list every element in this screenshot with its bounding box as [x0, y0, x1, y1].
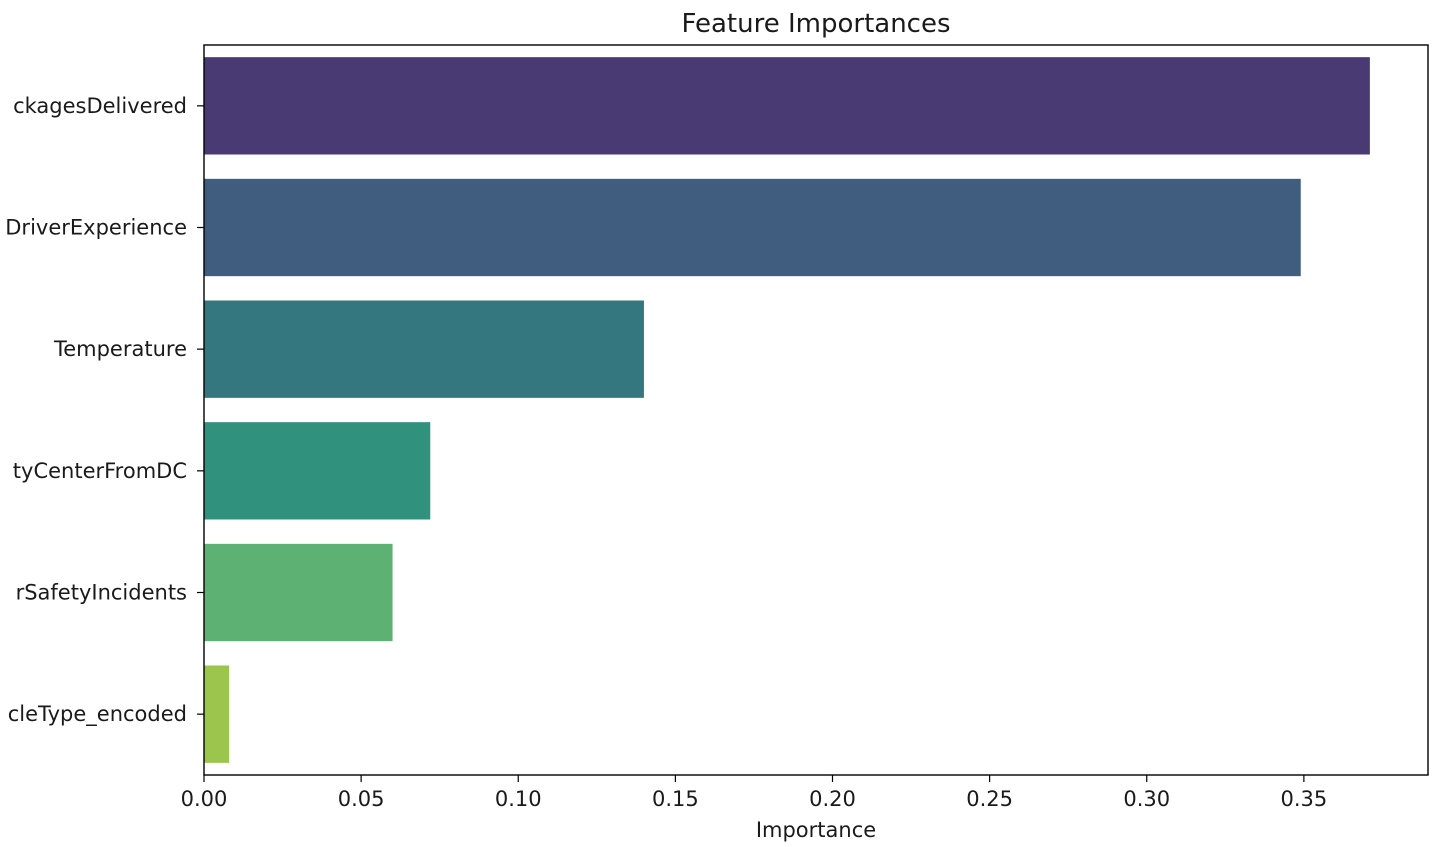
x-axis-label: Importance — [756, 818, 876, 842]
y-tick-label: ckagesDelivered — [13, 94, 187, 118]
bar-4 — [204, 543, 393, 642]
x-tick-label: 0.05 — [338, 787, 385, 811]
y-tick-label: rSafetyIncidents — [16, 581, 187, 605]
y-tick-label: Temperature — [53, 337, 187, 361]
x-tick-label: 0.10 — [495, 787, 542, 811]
bar-1 — [204, 178, 1301, 277]
x-axis: 0.00 0.05 0.10 0.15 0.20 0.25 0.30 0.35 — [181, 775, 1327, 811]
bar-2 — [204, 300, 644, 398]
bars-group — [204, 57, 1370, 763]
y-tick-label: DriverExperience — [5, 216, 187, 240]
bar-5 — [204, 665, 230, 763]
x-tick-label: 0.15 — [652, 787, 699, 811]
bar-0 — [204, 57, 1370, 155]
x-tick-label: 0.35 — [1280, 787, 1327, 811]
x-tick-label: 0.00 — [181, 787, 228, 811]
chart-title: Feature Importances — [681, 9, 950, 39]
axes-frame — [203, 44, 1429, 776]
bar-3 — [204, 422, 431, 520]
y-tick-label: tyCenterFromDC — [13, 459, 187, 483]
x-tick-label: 0.20 — [809, 787, 856, 811]
x-tick-label: 0.25 — [966, 787, 1013, 811]
x-tick-label: 0.30 — [1123, 787, 1170, 811]
y-tick-label: cleType_encoded — [8, 702, 187, 727]
y-axis: ckagesDelivered DriverExperience Temperatu… — [5, 94, 204, 727]
